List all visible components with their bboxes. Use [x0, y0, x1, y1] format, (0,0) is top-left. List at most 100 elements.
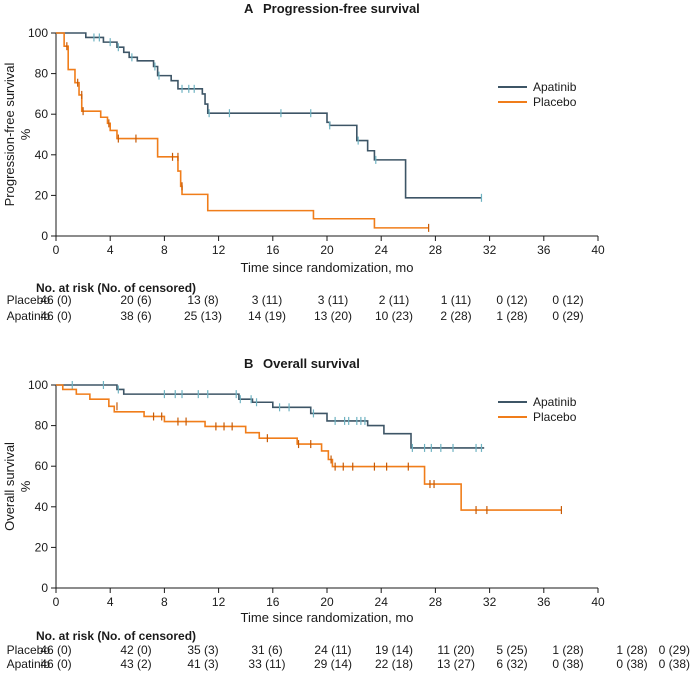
- y-tick-label: 40: [35, 500, 49, 514]
- risk-cell: 46 (0): [40, 657, 71, 671]
- risk-cell: 29 (14): [314, 657, 352, 671]
- x-tick-label: 0: [53, 595, 60, 609]
- x-tick-label: 8: [161, 595, 168, 609]
- x-tick-label: 4: [107, 595, 114, 609]
- y-tick-label: 60: [35, 107, 49, 121]
- x-tick-label: 12: [212, 243, 226, 257]
- y-axis-title-line2: %: [18, 480, 33, 492]
- risk-cell: 3 (11): [252, 293, 282, 307]
- y-tick-label: 40: [35, 148, 49, 162]
- risk-cell: 43 (2): [120, 657, 151, 671]
- risk-cell: 11 (20): [437, 643, 474, 657]
- risk-cell: 0 (12): [552, 293, 583, 307]
- y-tick-label: 0: [41, 581, 48, 595]
- risk-row-label: Placebo: [7, 643, 51, 657]
- risk-cell: 0 (38): [659, 657, 690, 671]
- risk-cell: 46 (0): [40, 309, 71, 323]
- x-tick-label: 28: [429, 243, 443, 257]
- placebo-survival-curve: [56, 384, 562, 511]
- panel-title: Overall survival: [263, 356, 360, 371]
- risk-row-label: Apatinib: [7, 309, 51, 323]
- risk-cell: 1 (11): [441, 293, 471, 307]
- risk-cell: 2 (11): [379, 293, 409, 307]
- x-tick-label: 36: [537, 595, 551, 609]
- risk-cell: 0 (38): [552, 657, 583, 671]
- x-tick-label: 12: [212, 595, 226, 609]
- risk-cell: 3 (11): [318, 293, 348, 307]
- km-panel-b: B Overall survival 0 4 8 12 16 20 24 28 32 36 40 0 20 4…: [2, 356, 690, 671]
- y-tick-label: 20: [35, 188, 49, 202]
- x-tick-label: 28: [429, 595, 443, 609]
- x-tick-label: 24: [375, 595, 389, 609]
- risk-table-header: No. at risk (No. of censored): [36, 281, 196, 295]
- risk-cell: 31 (6): [251, 643, 282, 657]
- risk-cell: 1 (28): [552, 643, 583, 657]
- risk-cell: 0 (29): [552, 309, 583, 323]
- risk-cell: 1 (28): [616, 643, 647, 657]
- y-axis-title-line1: Progression-free survival: [2, 63, 17, 207]
- risk-cell: 35 (3): [187, 643, 218, 657]
- risk-cell: 10 (23): [375, 309, 413, 323]
- risk-cell: 6 (32): [496, 657, 527, 671]
- y-tick-label: 60: [35, 459, 49, 473]
- y-tick-label: 80: [35, 67, 49, 81]
- legend-label-apatinib: Apatinib: [533, 395, 577, 409]
- y-tick-label: 80: [35, 419, 49, 433]
- series-apatinib: [56, 381, 485, 452]
- risk-cell: 13 (20): [314, 309, 352, 323]
- x-tick-label: 8: [161, 243, 168, 257]
- y-tick-label: 20: [35, 540, 49, 554]
- risk-cell: 41 (3): [187, 657, 218, 671]
- x-tick-label: 20: [320, 595, 334, 609]
- risk-cell: 20 (6): [120, 293, 151, 307]
- x-tick-label: 0: [53, 243, 60, 257]
- risk-row-label: Placebo: [7, 293, 51, 307]
- risk-row-label: Apatinib: [7, 657, 51, 671]
- risk-cell: 14 (19): [248, 309, 286, 323]
- x-tick-label: 32: [483, 595, 497, 609]
- x-tick-label: 16: [266, 595, 280, 609]
- series-apatinib: [56, 32, 483, 202]
- panel-letter: B: [244, 356, 253, 371]
- risk-cell: 0 (38): [616, 657, 647, 671]
- x-tick-label: 4: [107, 243, 114, 257]
- risk-cell: 46 (0): [40, 293, 71, 307]
- x-axis-title: Time since randomization, mo: [241, 610, 414, 625]
- panel-letter: A: [244, 1, 254, 16]
- y-tick-label: 0: [41, 229, 48, 243]
- risk-cell: 0 (12): [496, 293, 527, 307]
- risk-cell: 0 (29): [659, 643, 690, 657]
- risk-cell: 25 (13): [184, 309, 222, 323]
- series-placebo: [56, 32, 430, 232]
- x-tick-label: 40: [591, 595, 605, 609]
- km-panel-a: A Progression-free survival 0 4 8 12 16 20 24 28 3…: [2, 1, 605, 323]
- risk-cell: 5 (25): [496, 643, 527, 657]
- risk-cell: 19 (14): [375, 643, 413, 657]
- risk-cell: 2 (28): [440, 309, 471, 323]
- legend-label-placebo: Placebo: [533, 95, 577, 109]
- x-tick-label: 32: [483, 243, 497, 257]
- x-tick-label: 16: [266, 243, 280, 257]
- risk-cell: 13 (8): [187, 293, 218, 307]
- x-tick-label: 36: [537, 243, 551, 257]
- risk-cell: 38 (6): [120, 309, 151, 323]
- y-axis-title-line1: Overall survival: [2, 442, 17, 531]
- risk-cell: 33 (11): [248, 657, 285, 671]
- x-tick-label: 24: [375, 243, 389, 257]
- legend-label-apatinib: Apatinib: [533, 80, 577, 94]
- risk-cell: 42 (0): [120, 643, 151, 657]
- y-tick-label: 100: [28, 378, 48, 392]
- placebo-survival-curve: [56, 32, 429, 229]
- series-placebo: [56, 384, 563, 515]
- legend-label-placebo: Placebo: [533, 410, 577, 424]
- risk-cell: 46 (0): [40, 643, 71, 657]
- x-tick-label: 20: [320, 243, 334, 257]
- panel-title: Progression-free survival: [263, 1, 420, 16]
- risk-cell: 24 (11): [314, 643, 351, 657]
- x-tick-label: 40: [591, 243, 605, 257]
- apatinib-survival-curve: [56, 384, 485, 449]
- y-tick-label: 100: [28, 26, 48, 40]
- apatinib-survival-curve: [56, 32, 482, 199]
- y-axis-title-line2: %: [18, 128, 33, 140]
